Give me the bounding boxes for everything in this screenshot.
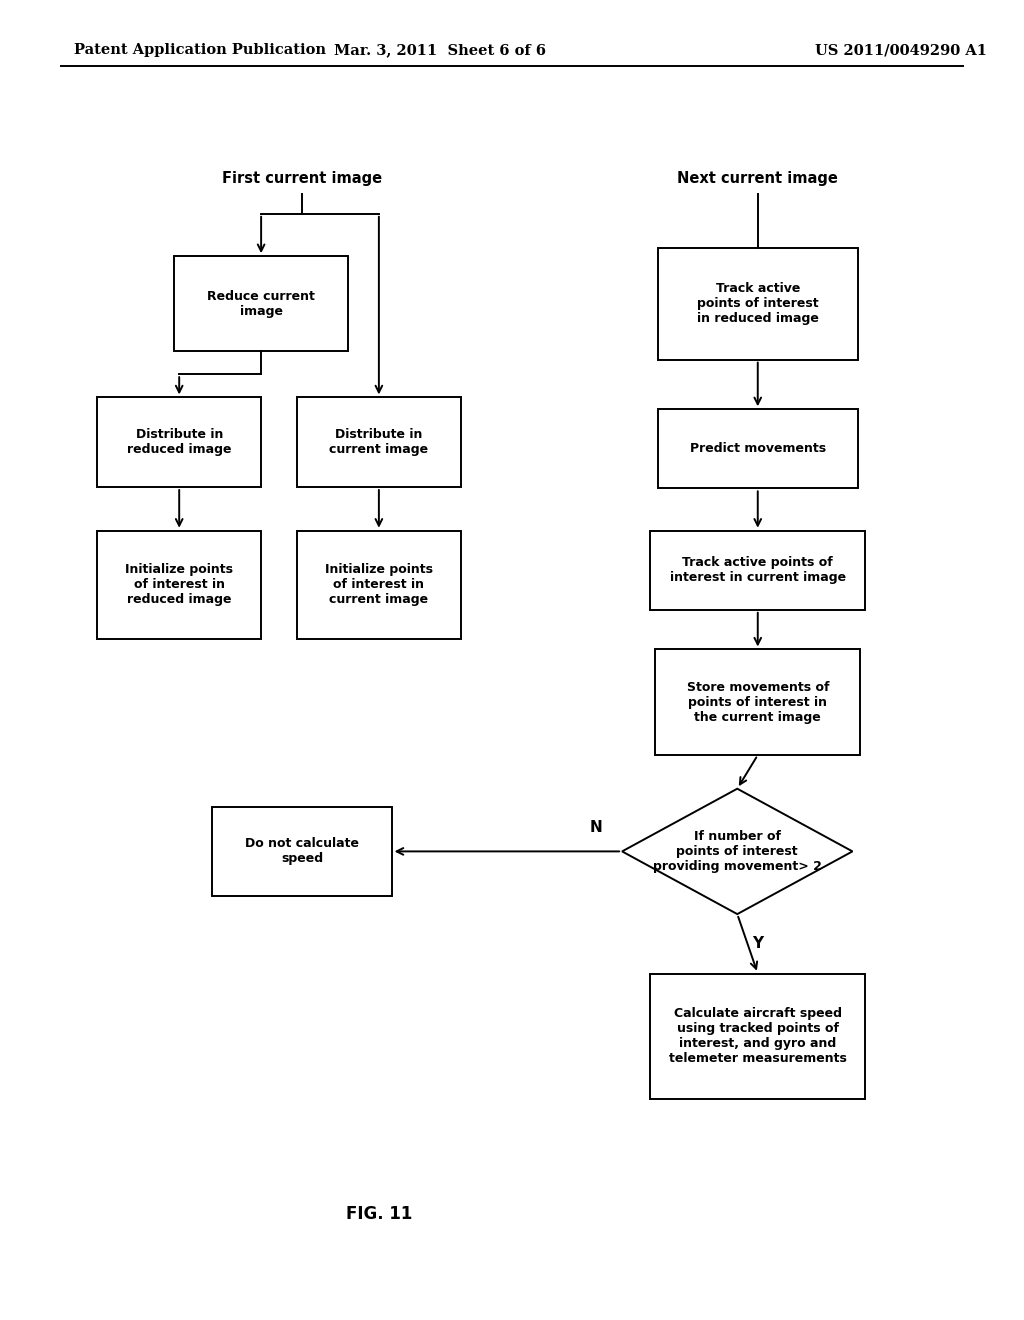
FancyBboxPatch shape	[650, 531, 865, 610]
Text: First current image: First current image	[222, 170, 382, 186]
FancyBboxPatch shape	[174, 256, 348, 351]
FancyBboxPatch shape	[97, 531, 261, 639]
Text: Track active points of
interest in current image: Track active points of interest in curre…	[670, 556, 846, 585]
FancyBboxPatch shape	[297, 397, 461, 487]
Text: Reduce current
image: Reduce current image	[207, 289, 315, 318]
Text: Patent Application Publication: Patent Application Publication	[74, 44, 326, 57]
Text: N: N	[590, 820, 603, 836]
Text: If number of
points of interest
providing movement> 2: If number of points of interest providin…	[653, 830, 821, 873]
Text: Store movements of
points of interest in
the current image: Store movements of points of interest in…	[686, 681, 829, 723]
Text: Mar. 3, 2011  Sheet 6 of 6: Mar. 3, 2011 Sheet 6 of 6	[334, 44, 547, 57]
Text: Calculate aircraft speed
using tracked points of
interest, and gyro and
telemete: Calculate aircraft speed using tracked p…	[669, 1007, 847, 1065]
Text: FIG. 11: FIG. 11	[346, 1205, 412, 1224]
FancyBboxPatch shape	[213, 807, 391, 896]
FancyBboxPatch shape	[655, 649, 860, 755]
Text: US 2011/0049290 A1: US 2011/0049290 A1	[815, 44, 987, 57]
FancyBboxPatch shape	[297, 531, 461, 639]
Text: Next current image: Next current image	[677, 170, 839, 186]
FancyBboxPatch shape	[657, 248, 857, 359]
Text: Distribute in
current image: Distribute in current image	[330, 428, 428, 457]
Text: Track active
points of interest
in reduced image: Track active points of interest in reduc…	[696, 282, 819, 325]
FancyBboxPatch shape	[657, 409, 857, 488]
Text: Y: Y	[753, 936, 763, 950]
Text: Distribute in
reduced image: Distribute in reduced image	[127, 428, 231, 457]
Text: Initialize points
of interest in
reduced image: Initialize points of interest in reduced…	[125, 564, 233, 606]
Text: Do not calculate
speed: Do not calculate speed	[245, 837, 359, 866]
FancyBboxPatch shape	[650, 974, 865, 1098]
Text: Predict movements: Predict movements	[690, 442, 825, 455]
Polygon shape	[622, 789, 852, 913]
Text: Initialize points
of interest in
current image: Initialize points of interest in current…	[325, 564, 433, 606]
FancyBboxPatch shape	[97, 397, 261, 487]
